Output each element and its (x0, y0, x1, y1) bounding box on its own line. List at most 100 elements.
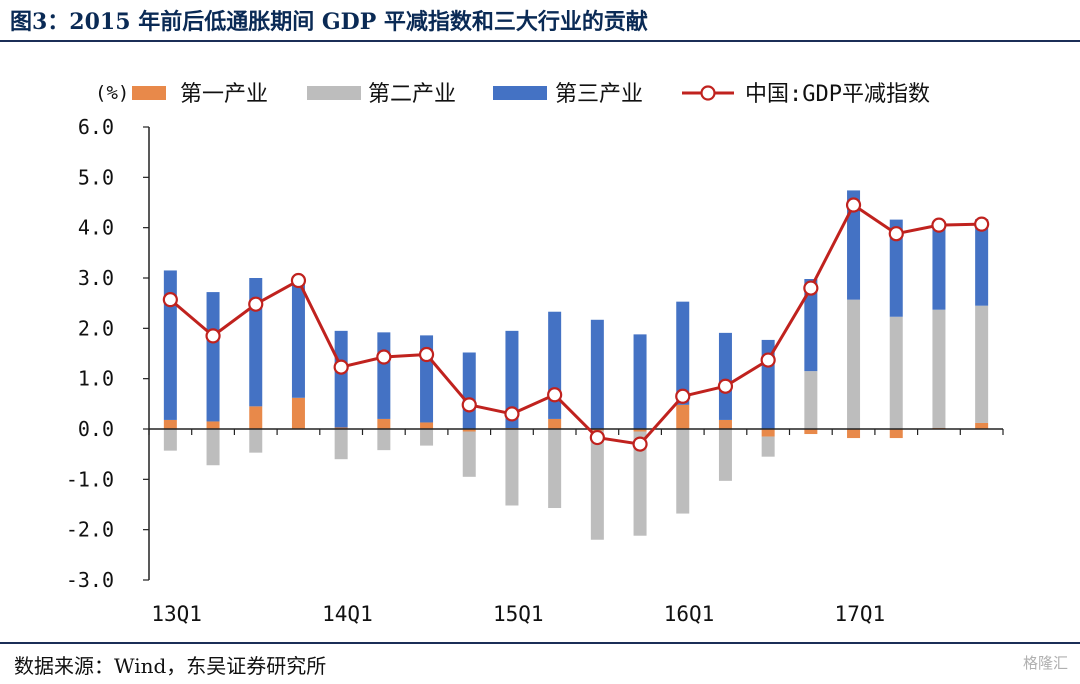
legend-swatch (493, 86, 547, 100)
y-axis-unit-label: (%) (95, 82, 129, 104)
bar-segment (377, 429, 391, 451)
bar-segment (847, 429, 861, 439)
bar-segment (633, 334, 647, 429)
bar-segment (847, 190, 861, 300)
bar-segment (761, 429, 775, 437)
legend-marker (700, 85, 716, 101)
bar-segment (718, 419, 732, 429)
deflator-point (589, 429, 605, 446)
bar-segment (462, 429, 476, 432)
deflator-point (845, 197, 862, 213)
x-tick-label: 15Q1 (493, 602, 544, 626)
bar-segment (163, 419, 177, 429)
bar-segment (462, 431, 476, 477)
bar-series (163, 190, 989, 540)
bar-segment (847, 299, 861, 429)
bar-segment (804, 279, 818, 372)
deflator-point (461, 397, 477, 413)
x-tick-label: 14Q1 (322, 602, 373, 626)
bar-segment (889, 316, 903, 429)
watermark-logo: 格隆汇 (1022, 654, 1068, 672)
y-tick-label: 4.0 (78, 216, 114, 240)
legend-swatch (307, 86, 361, 100)
y-tick-label: 5.0 (78, 165, 114, 189)
y-tick-label: 0.0 (78, 417, 114, 441)
bar-segment (590, 429, 604, 431)
y-tick-label: -2.0 (66, 518, 114, 542)
deflator-point (248, 296, 264, 312)
line-series (162, 197, 990, 452)
bar-segment (590, 319, 604, 429)
bar-segment (975, 219, 989, 306)
deflator-point (376, 349, 392, 365)
bar-segment (249, 406, 263, 429)
y-tick-label: 6.0 (78, 115, 114, 139)
bar-segment (462, 352, 476, 429)
y-tick-label: -3.0 (66, 568, 114, 592)
bar-segment (548, 429, 562, 509)
y-tick-label: 3.0 (78, 266, 114, 290)
bar-segment (804, 429, 818, 435)
bar-segment (505, 330, 519, 428)
bar-segment (249, 429, 263, 453)
deflator-point (717, 378, 734, 394)
bar-segment (206, 429, 220, 466)
footer-divider (0, 642, 1080, 644)
deflator-point (504, 406, 520, 422)
legend-label: 第一产业 (180, 82, 268, 107)
bar-segment (889, 219, 903, 317)
source-note: 数据来源：Wind，东吴证券研究所 (14, 654, 327, 678)
deflator-point (418, 346, 435, 363)
bar-segment (291, 280, 305, 398)
y-axis: 6.0 5.0 4.0 3.0 2.0 1.0 0.0 -1.0 -2.0 -3.0 (66, 115, 149, 592)
bar-segment (206, 292, 220, 422)
bar-segment (676, 429, 690, 514)
bar-segment (676, 301, 690, 405)
deflator-point (632, 436, 648, 452)
deflator-point (162, 292, 178, 308)
bar-segment (932, 223, 946, 310)
bar-segment (334, 427, 348, 429)
bar-segment (633, 429, 647, 432)
bar-segment (377, 418, 391, 429)
deflator-point (675, 388, 691, 404)
deflator-point (974, 216, 990, 232)
deflator-point (931, 217, 947, 233)
x-tick-label: 17Q1 (835, 602, 886, 626)
bar-segment (975, 422, 989, 429)
deflator-point (888, 226, 904, 242)
bar-segment (548, 311, 562, 419)
axes (148, 127, 1004, 580)
legend-swatch (132, 86, 166, 100)
bar-segment (889, 429, 903, 439)
bar-segment (377, 332, 391, 419)
bar-segment (676, 404, 690, 429)
bar-segment (334, 330, 348, 428)
bar-segment (590, 430, 604, 540)
deflator-point (290, 272, 307, 289)
y-tick-label: -1.0 (66, 467, 114, 491)
legend-label: 中国:GDP平减指数 (745, 82, 930, 107)
y-tick-label: 2.0 (78, 316, 114, 340)
bar-segment (548, 418, 562, 429)
bar-segment (163, 270, 177, 420)
bar-segment (804, 371, 818, 429)
bar-segment (975, 305, 989, 423)
legend: 第一产业 第二产业 第三产业 中国:GDP平减指数 (132, 82, 930, 107)
x-tick-label: 16Q1 (664, 602, 715, 626)
x-tick-label: 13Q1 (151, 602, 202, 626)
bar-segment (633, 431, 647, 536)
bar-segment (505, 429, 519, 506)
bar-segment (420, 429, 434, 446)
bar-segment (420, 422, 434, 429)
gdp-deflator-chart: 第一产业 第二产业 第三产业 中国:GDP平减指数 (%) 6.0 5.0 4.0 3.0 2… (66, 82, 1004, 626)
deflator-point (760, 352, 776, 368)
bar-segment (291, 397, 305, 429)
legend-label: 第二产业 (368, 82, 456, 107)
deflator-point (547, 387, 563, 403)
legend-label: 第三产业 (555, 82, 643, 107)
bar-segment (334, 429, 348, 460)
bar-segment (718, 332, 732, 420)
deflator-point (333, 359, 349, 375)
bar-segment (761, 436, 775, 457)
